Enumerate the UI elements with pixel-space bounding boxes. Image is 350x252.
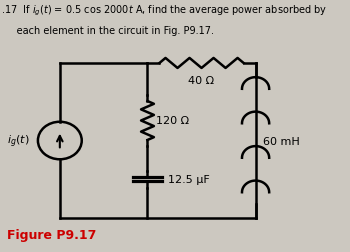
Text: each element in the circuit in Fig. P9.17.: each element in the circuit in Fig. P9.1…: [1, 26, 215, 36]
Text: 40 Ω: 40 Ω: [188, 76, 215, 86]
Text: 60 mH: 60 mH: [263, 136, 300, 146]
Text: 12.5 μF: 12.5 μF: [168, 175, 210, 184]
Text: 120 Ω: 120 Ω: [156, 116, 189, 126]
Text: Figure P9.17: Figure P9.17: [7, 228, 97, 241]
Text: $i_g(t)$: $i_g(t)$: [7, 133, 29, 149]
Text: .17  If $i_g(t)$ = 0.5 cos 2000$t$ A, find the average power absorbed by: .17 If $i_g(t)$ = 0.5 cos 2000$t$ A, fin…: [1, 4, 328, 18]
